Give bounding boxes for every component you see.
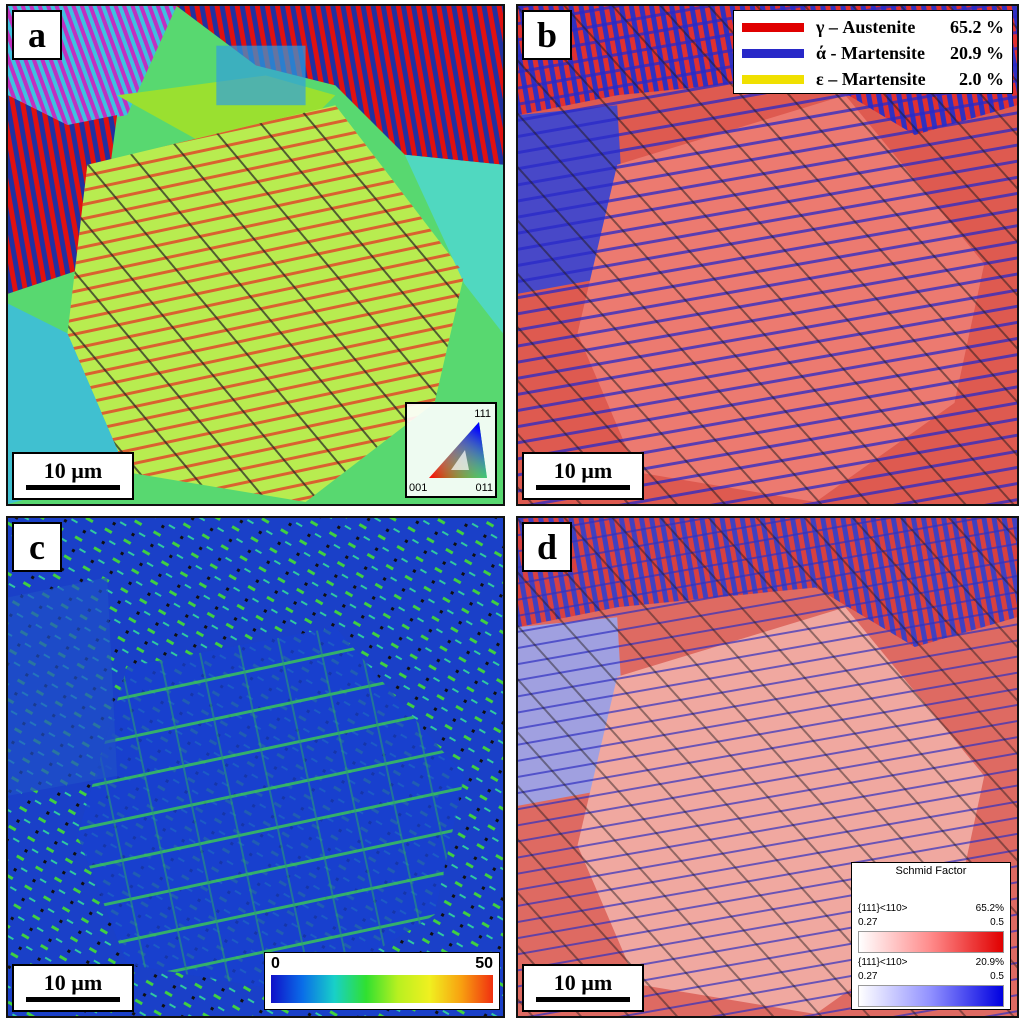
scale-bar-line (26, 485, 120, 490)
schmid-max-2: 0.5 (990, 971, 1004, 982)
scale-bar-line (26, 997, 120, 1002)
colorbar-max: 50 (475, 955, 493, 972)
ipf-label-111: 111 (474, 408, 491, 420)
scale-bar-line (536, 997, 630, 1002)
legend-name: γ – Austenite (816, 16, 916, 37)
ipf-label-001: 001 (409, 482, 428, 494)
colorbar-gradient (271, 975, 493, 1003)
panel-c-kam-map: c 10 µm 0 50 (6, 516, 505, 1018)
schmid-system-2: {111}<110> (858, 957, 908, 968)
scale-bar-line (536, 485, 630, 490)
kam-colorbar: 0 50 (264, 952, 500, 1010)
scale-bar: 10 µm (522, 964, 644, 1012)
scale-bar-label: 10 µm (43, 458, 103, 483)
ipf-label-011: 011 (475, 482, 493, 494)
schmid-percent-1: 65.2% (975, 903, 1004, 914)
legend-percent: 20.9 % (950, 42, 1004, 63)
schmid-system-1: {111}<110> (858, 903, 908, 914)
scale-bar-label: 10 µm (553, 970, 613, 995)
ipf-legend: 111 001 011 (405, 402, 497, 498)
schmid-percent-2: 20.9% (975, 957, 1004, 968)
legend-name: ε – Martensite (816, 68, 926, 89)
legend-swatch-alpha-martensite (742, 48, 804, 58)
panel-a-ipf-map: a 10 µm 111 001 011 (6, 4, 505, 506)
legend-percent: 65.2 % (950, 16, 1004, 37)
panel-label: a (12, 10, 62, 60)
panel-label: d (522, 522, 572, 572)
schmid-gradient-blue (858, 985, 1004, 1007)
legend-row-alpha-martensite: ά - Martensite 20.9 % (742, 41, 1004, 65)
kam-map-image (8, 518, 503, 1016)
legend-name: ά - Martensite (816, 42, 926, 63)
legend-swatch-epsilon-martensite (742, 74, 804, 84)
colorbar-min: 0 (271, 955, 280, 972)
legend-row-epsilon-martensite: ε – Martensite 2.0 % (742, 67, 1004, 91)
schmid-factor-legend: Schmid Factor {111}<110> 65.2% 0.27 0.5 … (851, 862, 1011, 1010)
scale-bar-label: 10 µm (553, 458, 613, 483)
panel-b-phase-map: b γ – Austenite 65.2 % ά - Martensite 20… (516, 4, 1019, 506)
schmid-min-2: 0.27 (858, 971, 878, 982)
scale-bar: 10 µm (12, 964, 134, 1012)
schmid-gradient-red (858, 931, 1004, 953)
schmid-max-1: 0.5 (990, 917, 1004, 928)
panel-label: c (12, 522, 62, 572)
schmid-min-1: 0.27 (858, 917, 878, 928)
ipf-triangle-icon (429, 422, 487, 478)
scale-bar: 10 µm (12, 452, 134, 500)
legend-swatch-austenite (742, 22, 804, 32)
legend-percent: 2.0 % (959, 68, 1004, 89)
phase-legend: γ – Austenite 65.2 % ά - Martensite 20.9… (733, 10, 1013, 94)
scale-bar: 10 µm (522, 452, 644, 500)
scale-bar-label: 10 µm (43, 970, 103, 995)
ipf-map-image (8, 6, 503, 504)
panel-label: b (522, 10, 572, 60)
schmid-title: Schmid Factor (895, 865, 967, 877)
legend-row-austenite: γ – Austenite 65.2 % (742, 15, 1004, 39)
panel-d-schmid-map: d 10 µm Schmid Factor {111}<110> 65.2% 0… (516, 516, 1019, 1018)
